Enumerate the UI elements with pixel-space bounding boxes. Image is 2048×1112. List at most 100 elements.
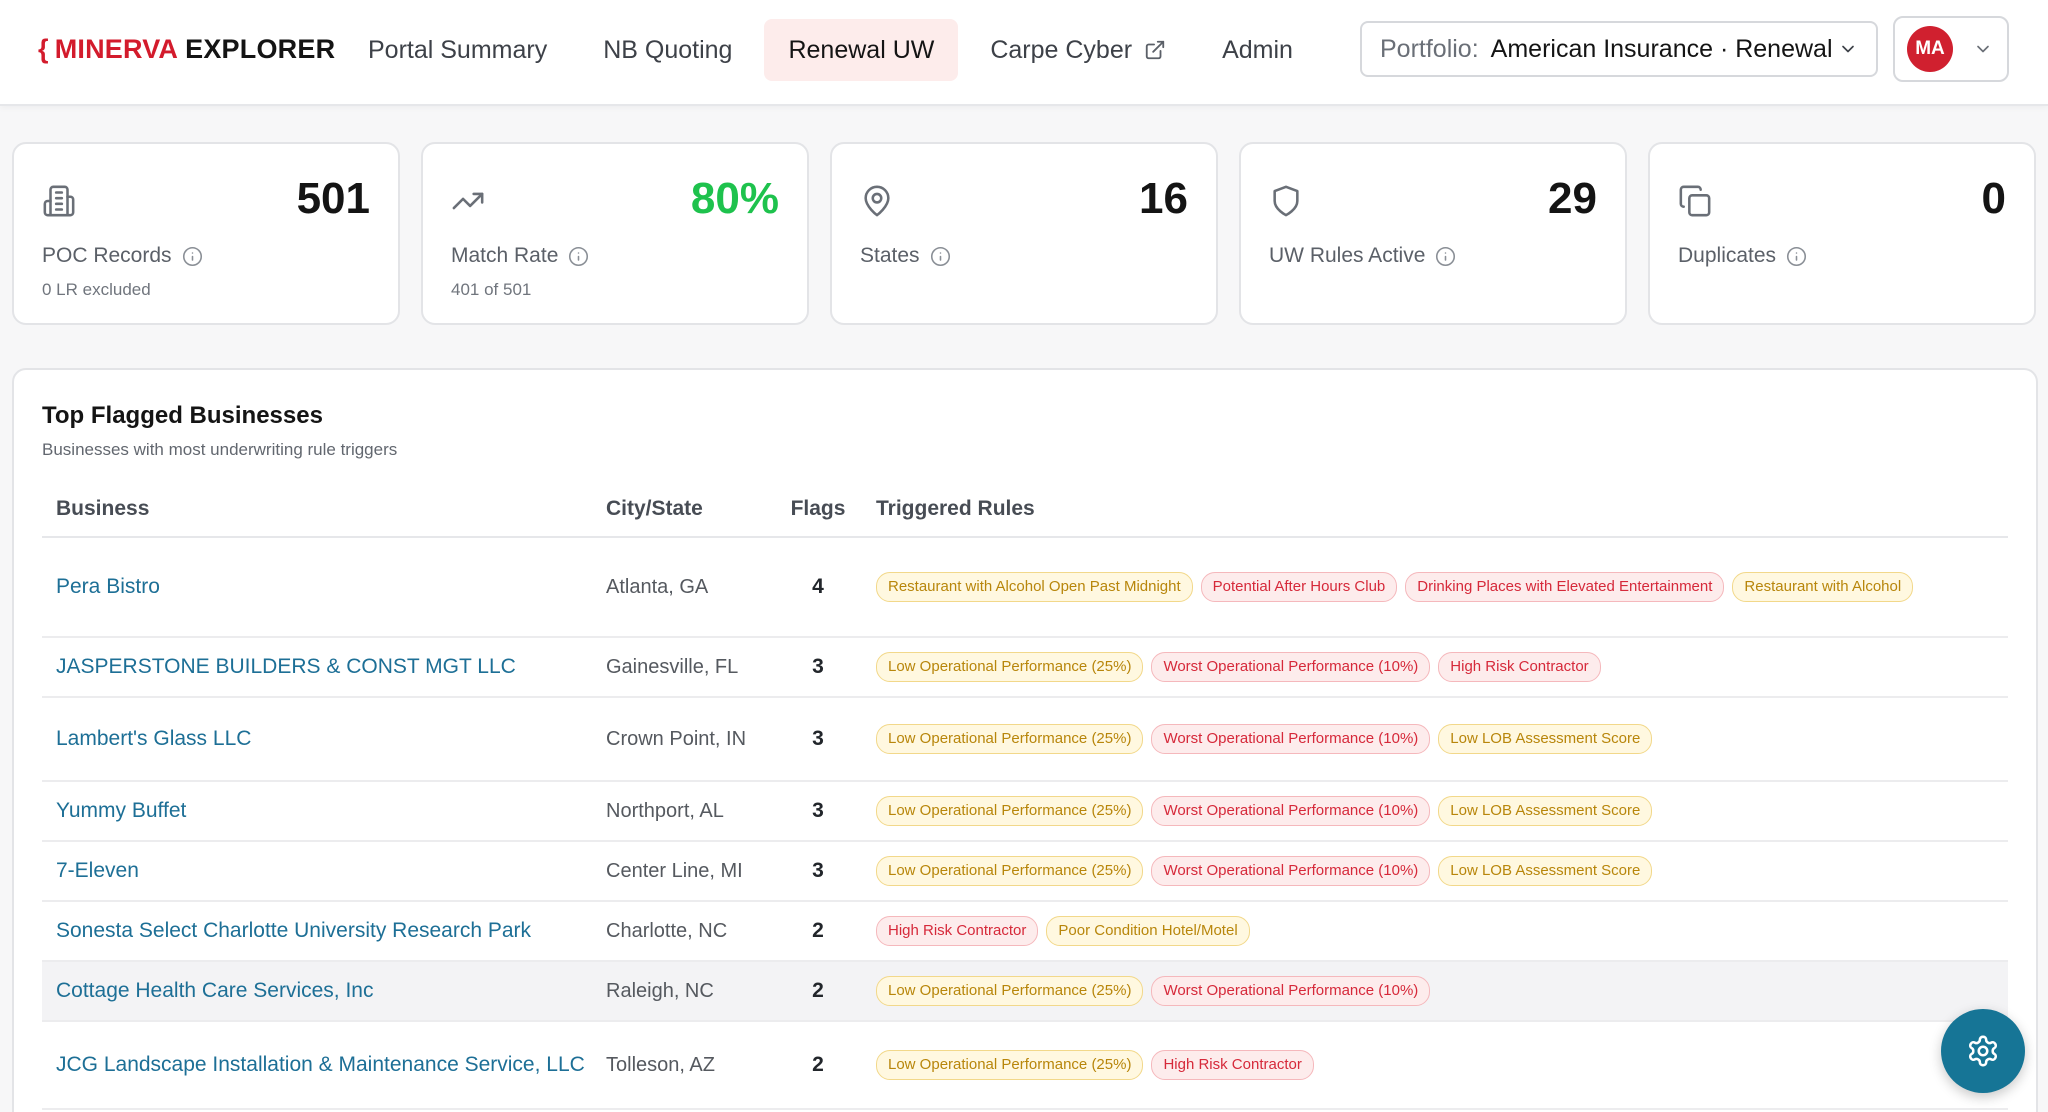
table-row[interactable]: 7-Eleven Center Line, MI 3 Low Operational … [42, 842, 2008, 902]
table-row[interactable]: JASPERSTONE BUILDERS & CONST MGT LLC Gain… [42, 638, 2008, 698]
triggered-rules-cell: Low Operational Performance (25%) Worst O… [862, 844, 2008, 898]
stat-value: 501 [296, 174, 370, 223]
stat-label: Match Rate [451, 244, 589, 268]
stat-value: 16 [1139, 174, 1188, 223]
rule-tag: Restaurant with Alcohol [1732, 572, 1914, 602]
tab-nb-quoting[interactable]: NB Quoting [603, 35, 733, 64]
rule-tag: Worst Operational Performance (10%) [1151, 856, 1431, 886]
business-link[interactable]: JCG Landscape Installation & Maintenance… [56, 1053, 585, 1076]
rule-tag: High Risk Contractor [876, 916, 1039, 946]
business-link[interactable]: Lambert's Glass LLC [56, 727, 252, 750]
app-logo[interactable]: {MINERVA EXPLORER [38, 34, 336, 64]
triggered-rules-cell: Low Operational Performance (25%) Worst O… [862, 712, 2008, 766]
rule-tag: Worst Operational Performance (10%) [1151, 796, 1431, 826]
table-row[interactable]: Sonesta Select Charlotte University Rese… [42, 902, 2008, 962]
triggered-rules-cell: Low Operational Performance (25%) High Ri… [862, 1038, 2008, 1092]
stat-value: 29 [1548, 174, 1597, 223]
rule-tag-list: Low Operational Performance (25%) High Ri… [876, 1038, 2008, 1092]
building-icon [42, 184, 76, 218]
stat-card-uw-rules-active: 29 UW Rules Active [1239, 142, 1627, 325]
table-row[interactable]: Pera Bistro Atlanta, GA 4 Restaurant with A… [42, 538, 2008, 638]
city-state-cell: Tolleson, AZ [606, 1053, 715, 1076]
city-state-cell: Atlanta, GA [606, 575, 709, 598]
info-icon[interactable] [1435, 246, 1456, 267]
business-link[interactable]: Cottage Health Care Services, Inc [56, 979, 374, 1002]
stat-label: Duplicates [1678, 244, 1807, 268]
triggered-rules-cell: Low Operational Performance (25%) Worst O… [862, 784, 2008, 838]
tab-renewal-uw[interactable]: Renewal UW [764, 19, 959, 81]
rule-tag: Restaurant with Alcohol Open Past Midnig… [876, 572, 1193, 602]
flag-count: 3 [812, 799, 824, 822]
rule-tag-list: Low Operational Performance (25%) Worst O… [876, 964, 2008, 1018]
business-link[interactable]: Sonesta Select Charlotte University Rese… [56, 919, 532, 942]
flag-count: 2 [812, 1053, 824, 1076]
column-header-city-state[interactable]: City/State [606, 497, 703, 520]
rule-tag-list: Low Operational Performance (25%) Worst O… [876, 640, 2008, 694]
portfolio-label: Portfolio: [1380, 34, 1479, 63]
city-state-cell: Center Line, MI [606, 859, 743, 882]
shield-icon [1269, 184, 1303, 218]
stat-subtext: 0 LR excluded [42, 280, 151, 299]
stat-card-poc-records: 501 POC Records 0 LR excluded [12, 142, 400, 325]
city-state-cell: Crown Point, IN [606, 727, 747, 750]
business-link[interactable]: 7-Eleven [56, 859, 139, 882]
external-link-icon [1144, 39, 1166, 61]
settings-button[interactable] [1941, 1009, 2025, 1093]
table-header: Business City/State Flags Triggered Rule… [42, 482, 2008, 538]
rule-tag: High Risk Contractor [1151, 1050, 1314, 1080]
user-menu-button[interactable]: MA [1893, 16, 2009, 82]
rule-tag: Poor Condition Hotel/Motel [1046, 916, 1250, 946]
stat-value: 0 [1981, 174, 2006, 223]
tab-carpe-cyber[interactable]: Carpe Cyber [966, 19, 1190, 81]
rule-tag: Low LOB Assessment Score [1438, 724, 1653, 754]
table-row[interactable]: Lambert's Glass LLC Crown Point, IN 3 Low O… [42, 698, 2008, 782]
flag-count: 2 [812, 979, 824, 1002]
table-row[interactable]: Cottage Health Care Services, Inc Raleigh… [42, 962, 2008, 1022]
stat-label: UW Rules Active [1269, 244, 1456, 268]
stat-label: States [860, 244, 951, 268]
flag-count: 3 [812, 655, 824, 678]
flag-count: 3 [812, 727, 824, 750]
table-row[interactable]: Yummy Buffet Northport, AL 3 Low Operationa… [42, 782, 2008, 842]
business-link[interactable]: Yummy Buffet [56, 799, 187, 822]
tab-portal-summary[interactable]: Portal Summary [368, 35, 548, 64]
flagged-businesses-table: Business City/State Flags Triggered Rule… [42, 482, 2008, 1110]
flag-count: 2 [812, 919, 824, 942]
business-link[interactable]: Pera Bistro [56, 575, 160, 598]
rule-tag-list: Low Operational Performance (25%) Worst O… [876, 784, 2008, 838]
stat-card-states: 16 States [830, 142, 1218, 325]
info-icon[interactable] [1786, 246, 1807, 267]
map-pin-icon [860, 184, 894, 218]
rule-tag: Low Operational Performance (25%) [876, 856, 1144, 886]
info-icon[interactable] [568, 246, 589, 267]
table-row[interactable]: JCG Landscape Installation & Maintenance… [42, 1022, 2008, 1110]
rule-tag: Low Operational Performance (25%) [876, 1050, 1144, 1080]
main-nav: Portal Summary NB Quoting Renewal UW Car… [344, 19, 1317, 81]
column-header-triggered-rules: Triggered Rules [876, 497, 1035, 520]
section-title: Top Flagged Businesses [42, 402, 323, 429]
chevron-down-icon [1973, 39, 1993, 59]
rule-tag: Low LOB Assessment Score [1438, 796, 1653, 826]
portfolio-select[interactable]: Portfolio: American Insurance · Renewal [1360, 21, 1878, 77]
top-flagged-businesses-card: Top Flagged Businesses Businesses with m… [12, 368, 2038, 1112]
info-icon[interactable] [182, 246, 203, 267]
rule-tag: Low Operational Performance (25%) [876, 796, 1144, 826]
top-navigation-bar: {MINERVA EXPLORER Portal Summary NB Quoti… [0, 0, 2048, 106]
stat-label: POC Records [42, 244, 203, 268]
portfolio-value: American Insurance · Renewal [1490, 34, 1833, 63]
rule-tag: Low Operational Performance (25%) [876, 652, 1144, 682]
triggered-rules-cell: Low Operational Performance (25%) Worst O… [862, 964, 2008, 1018]
triggered-rules-cell: High Risk Contractor Poor Condition Hotel… [862, 904, 2008, 958]
rule-tag: Low Operational Performance (25%) [876, 724, 1144, 754]
column-header-business[interactable]: Business [56, 497, 150, 520]
flag-count: 3 [812, 859, 824, 882]
rule-tag: Worst Operational Performance (10%) [1151, 976, 1431, 1006]
tab-admin[interactable]: Admin [1222, 35, 1293, 64]
chevron-down-icon [1838, 39, 1858, 59]
trending-up-icon [451, 184, 485, 218]
column-header-flags[interactable]: Flags [790, 497, 846, 520]
avatar: MA [1907, 26, 1953, 72]
business-link[interactable]: JASPERSTONE BUILDERS & CONST MGT LLC [56, 655, 516, 678]
rule-tag: Worst Operational Performance (10%) [1151, 652, 1431, 682]
info-icon[interactable] [930, 246, 951, 267]
